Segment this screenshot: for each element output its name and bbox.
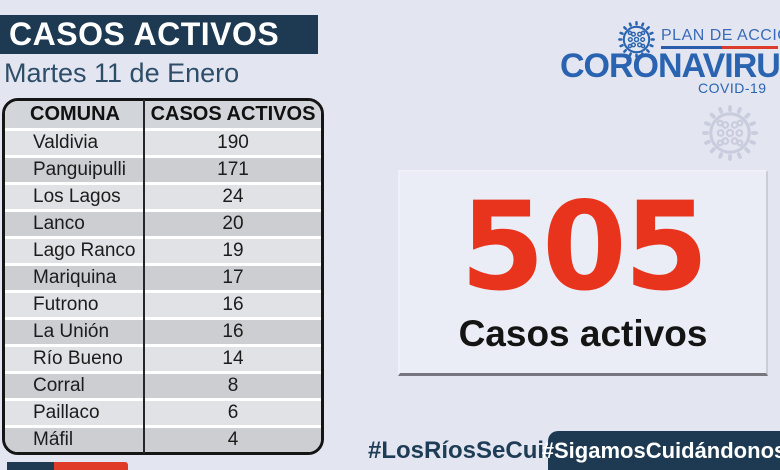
comuna-name: La Unión xyxy=(33,321,110,342)
hashtag-sigamos-box: #SigamosCuidándonos xyxy=(542,431,780,470)
comuna-name: Paillaco xyxy=(33,402,100,424)
coronavirus-brand: CORONAVIRUS xyxy=(560,47,780,85)
comuna-cases: 24 xyxy=(222,185,244,207)
table-row: Los Lagos 24 xyxy=(5,184,321,209)
hashtag-sigamos: #SigamosCuidándonos xyxy=(541,437,780,463)
covid19-label: COVID-19 xyxy=(698,80,767,96)
comuna-name: Río Bueno xyxy=(33,348,123,370)
total-cases-label: Casos activos xyxy=(458,313,708,355)
date-label: Martes 11 de Enero xyxy=(4,58,240,88)
table-row: Lanco 20 xyxy=(5,211,321,236)
table-row: Máfil 4 xyxy=(5,428,321,452)
comuna-cases: 20 xyxy=(222,212,244,234)
comuna-cases: 171 xyxy=(217,158,249,180)
table-header-row: COMUNA CASOS ACTIVOS xyxy=(5,101,321,128)
table-row: Paillaco 6 xyxy=(5,401,321,426)
table-column-divider xyxy=(143,99,145,454)
comuna-name: Lanco xyxy=(33,212,85,234)
comuna-name: Valdivia xyxy=(33,131,99,153)
chile-flag-bar-red xyxy=(54,462,128,470)
virus-icon xyxy=(618,21,655,58)
column-header-comuna: COMUNA xyxy=(30,102,120,125)
table-row: Corral 8 xyxy=(5,374,321,399)
table-row: Mariquina 17 xyxy=(5,265,321,290)
comuna-name: Mariquina xyxy=(33,266,117,288)
comuna-name: Futrono xyxy=(33,293,99,315)
comuna-cases: 17 xyxy=(222,266,244,288)
hashtag-losrios: #LosRíosSeCuida xyxy=(368,437,573,464)
comuna-cases: 16 xyxy=(222,293,244,315)
total-cases-card: 505 Casos activos xyxy=(398,170,768,376)
table-row: Valdivia 190 xyxy=(5,130,321,155)
column-header-casos: CASOS ACTIVOS xyxy=(150,102,316,125)
virus-watermark-icon xyxy=(702,105,758,161)
comuna-cases: 8 xyxy=(227,375,239,397)
comuna-name: Corral xyxy=(33,375,85,397)
total-cases-value: 505 xyxy=(460,175,709,318)
chile-flag-bar-blue xyxy=(7,462,54,470)
page-title: CASOS ACTIVOS xyxy=(9,16,280,52)
plan-underline-flag xyxy=(661,46,778,49)
cases-table: COMUNA CASOS ACTIVOS Valdivia 190 Pangui… xyxy=(2,98,324,455)
comuna-cases: 16 xyxy=(222,321,244,342)
comuna-cases: 190 xyxy=(217,131,249,153)
plan-de-accion-label: PLAN DE ACCIÓN xyxy=(661,27,780,44)
table-row: Futrono 16 xyxy=(5,292,321,317)
comuna-name: Máfil xyxy=(33,429,74,451)
comuna-cases: 14 xyxy=(222,348,244,370)
comuna-name: Lago Ranco xyxy=(33,239,136,261)
table-row: Lago Ranco 19 xyxy=(5,238,321,263)
comuna-cases: 19 xyxy=(222,239,244,261)
comuna-name: Panguipulli xyxy=(33,158,126,180)
table-row: Río Bueno 14 xyxy=(5,347,321,372)
table-row: La Unión 16 xyxy=(5,320,321,345)
comuna-cases: 6 xyxy=(227,402,239,424)
comuna-cases: 4 xyxy=(227,429,239,451)
comuna-name: Los Lagos xyxy=(33,185,121,207)
title-banner: CASOS ACTIVOS xyxy=(0,15,318,54)
table-row: Panguipulli 171 xyxy=(5,157,321,182)
